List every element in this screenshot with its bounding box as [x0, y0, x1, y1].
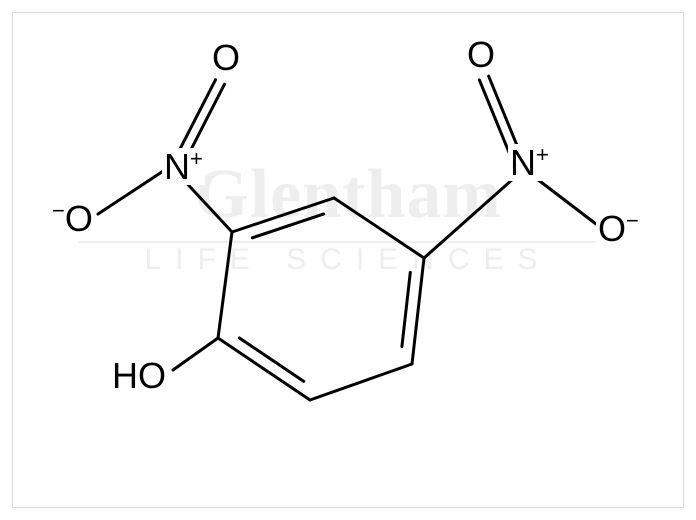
atom-o2b: O−	[596, 210, 641, 247]
atom-o1b: O	[210, 40, 242, 76]
atom-n1: N+	[162, 148, 205, 185]
charge-n2: +	[536, 142, 549, 167]
label-n2: N	[510, 142, 536, 183]
atom-o2a: O	[465, 37, 497, 73]
atom-n2: N+	[508, 144, 551, 181]
atom-oh: HO	[110, 358, 168, 394]
label-o1a: O	[65, 198, 93, 239]
label-o2a: O	[467, 34, 495, 75]
label-o2b: O	[598, 208, 626, 249]
charge-o1a: −	[52, 198, 65, 223]
label-n1: N	[164, 146, 190, 187]
structure-canvas: Glentham LIFE SCIENCES HO N+ −O O N+ O O…	[0, 0, 696, 520]
bonds-svg	[0, 0, 696, 520]
charge-o2b: −	[626, 208, 639, 233]
label-oh: HO	[112, 355, 166, 396]
atom-o1a: −O	[50, 200, 95, 237]
charge-n1: +	[190, 146, 203, 171]
label-o1b: O	[212, 37, 240, 78]
